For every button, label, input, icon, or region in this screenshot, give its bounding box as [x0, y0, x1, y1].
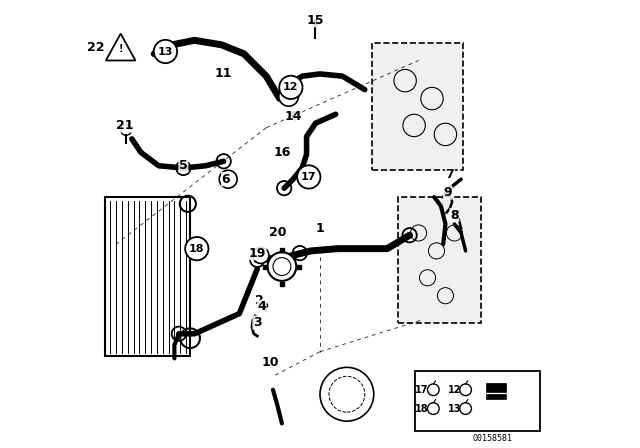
- Circle shape: [253, 247, 269, 263]
- Text: 14: 14: [284, 110, 302, 123]
- Bar: [371, 43, 463, 170]
- Circle shape: [268, 252, 296, 281]
- Text: 21: 21: [116, 119, 134, 132]
- Text: 7: 7: [445, 168, 454, 181]
- Text: 8: 8: [450, 208, 459, 222]
- Text: 5: 5: [179, 159, 188, 172]
- Text: 18: 18: [415, 404, 429, 414]
- Bar: [398, 197, 481, 323]
- Text: 9: 9: [444, 186, 452, 199]
- Circle shape: [279, 86, 298, 106]
- Circle shape: [185, 237, 209, 260]
- Text: 13: 13: [447, 404, 461, 414]
- Circle shape: [219, 170, 237, 188]
- Text: 13: 13: [157, 47, 173, 56]
- Polygon shape: [106, 34, 136, 60]
- Circle shape: [154, 40, 177, 63]
- Text: 16: 16: [273, 146, 291, 159]
- Text: !: !: [118, 44, 123, 54]
- Text: 10: 10: [262, 356, 280, 370]
- Text: 18: 18: [189, 244, 205, 254]
- Text: 15: 15: [307, 13, 324, 27]
- Text: O0158581: O0158581: [472, 434, 513, 443]
- Bar: [486, 394, 506, 399]
- Circle shape: [279, 76, 303, 99]
- Text: 1: 1: [316, 222, 324, 235]
- Text: 4: 4: [257, 300, 266, 314]
- Text: 17: 17: [301, 172, 317, 182]
- Text: 17: 17: [415, 385, 429, 395]
- Text: 22: 22: [87, 40, 105, 54]
- Text: 12: 12: [447, 385, 461, 395]
- Text: 3: 3: [253, 316, 262, 329]
- Bar: [415, 371, 540, 431]
- Text: 11: 11: [215, 67, 232, 81]
- Text: 2: 2: [255, 293, 264, 307]
- Text: 12: 12: [283, 82, 299, 92]
- Circle shape: [297, 165, 321, 189]
- Bar: [486, 383, 506, 392]
- Bar: [105, 197, 190, 356]
- Text: 6: 6: [221, 172, 230, 186]
- Text: 20: 20: [269, 226, 286, 240]
- Text: 19: 19: [248, 246, 266, 260]
